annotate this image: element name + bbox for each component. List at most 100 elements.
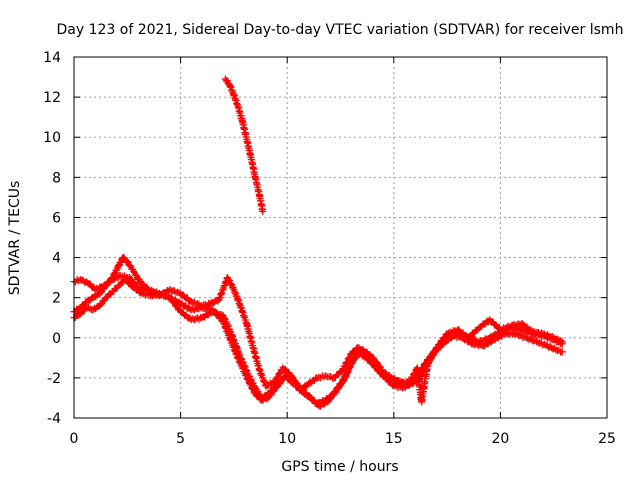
- data-point-trail: [231, 288, 244, 308]
- data-point-trail: [372, 358, 386, 374]
- data-point-trail: [256, 367, 269, 389]
- data-point-trail: [442, 333, 456, 344]
- y-tick-label: 8: [52, 170, 61, 186]
- data-point-trail: [451, 332, 464, 341]
- data-point-trail: [71, 311, 83, 321]
- data-point-trail: [363, 349, 377, 362]
- data-point-trail: [445, 327, 460, 337]
- data-point-trail: [519, 320, 535, 334]
- data-point-trail: [103, 290, 115, 301]
- data-point-trail: [524, 334, 539, 345]
- data-point-trail: [553, 346, 565, 356]
- data-layer: [70, 75, 566, 410]
- data-point-trail: [120, 254, 130, 265]
- data-point-trail: [331, 367, 345, 381]
- data-point-trail: [243, 321, 257, 350]
- data-point-trail: [425, 345, 440, 367]
- y-tick-label: 12: [43, 90, 61, 106]
- data-point-trail: [247, 156, 259, 180]
- data-point-trail: [210, 309, 226, 319]
- data-point-trail: [299, 389, 313, 400]
- data-point-trail: [263, 379, 277, 389]
- data-point-trail: [418, 362, 432, 405]
- data-point-trail: [477, 335, 492, 345]
- data-point-trail: [84, 304, 96, 314]
- data-point-trail: [246, 373, 258, 391]
- data-point-trail: [259, 391, 271, 402]
- data-point-trail: [131, 269, 143, 283]
- data-point-trail: [333, 376, 348, 392]
- data-point-trail: [224, 275, 237, 292]
- data-point: [130, 268, 138, 276]
- data-point-trail: [116, 255, 126, 268]
- data-point-trail: [178, 291, 194, 305]
- x-tick-label: 5: [176, 431, 185, 447]
- data-point-trail: [250, 345, 263, 373]
- x-axis-label: GPS time / hours: [281, 459, 398, 475]
- y-tick-label: -4: [47, 411, 61, 427]
- data-point-trail: [433, 330, 450, 351]
- y-tick-label: 0: [52, 331, 61, 347]
- grid: [74, 57, 607, 418]
- data-point: [443, 330, 451, 338]
- data-point: [339, 366, 347, 374]
- data-point: [259, 207, 267, 215]
- data-point-trail: [226, 328, 239, 348]
- data-point-trail: [167, 295, 184, 314]
- data-point-trail: [541, 330, 556, 341]
- data-point: [558, 348, 566, 356]
- data-point-trail: [342, 358, 357, 380]
- data-point-trail: [222, 77, 233, 88]
- data-point: [245, 372, 253, 380]
- data-point-trail: [466, 325, 482, 340]
- data-point-trail: [78, 276, 91, 287]
- data-point-trail: [545, 343, 558, 353]
- y-tick-label: 10: [43, 130, 61, 146]
- data-point: [558, 338, 566, 346]
- data-point-trail: [208, 296, 222, 307]
- data-point-trail: [93, 283, 106, 293]
- data-point-trail: [297, 381, 311, 392]
- data-point-trail: [256, 192, 266, 213]
- data-point: [209, 308, 217, 316]
- data-point-trail: [325, 387, 339, 405]
- data-point-trail: [168, 287, 183, 297]
- series-track-a: [70, 254, 566, 408]
- data-point-trail: [233, 343, 246, 364]
- chart-title: Day 123 of 2021, Sidereal Day-to-day VTE…: [57, 22, 624, 38]
- y-axis-label: SDTVAR / TECUs: [7, 181, 23, 296]
- data-point-trail: [243, 137, 255, 159]
- data-point-trail: [124, 258, 137, 274]
- data-point-trail: [110, 283, 121, 295]
- y-tick-label: 14: [43, 50, 61, 66]
- data-point-trail: [239, 119, 250, 141]
- x-tick-label: 25: [598, 431, 616, 447]
- y-tick-label: 6: [52, 210, 61, 226]
- data-point: [166, 286, 174, 294]
- data-point-trail: [252, 175, 263, 198]
- series-track-d: [221, 75, 267, 215]
- data-point-trail: [71, 305, 83, 315]
- data-point-trail: [406, 366, 420, 386]
- series-track-b: [70, 276, 566, 410]
- x-tick-label: 10: [278, 431, 296, 447]
- data-point-trail: [308, 396, 322, 409]
- x-tick-label: 0: [70, 431, 79, 447]
- data-point-trail: [339, 351, 354, 373]
- axes: 0 5 10 15 20 25 -4 -2 0 2 4 6 8 10 12 14: [43, 50, 616, 447]
- x-tick-label: 20: [491, 431, 509, 447]
- y-tick-label: 2: [52, 291, 61, 307]
- data-point: [533, 338, 541, 346]
- data-point-trail: [127, 275, 141, 290]
- data-point-trail: [97, 295, 109, 308]
- y-tick-label: -2: [47, 371, 61, 387]
- data-point-trail: [534, 339, 550, 349]
- data-point-trail: [265, 384, 279, 397]
- y-tick-label: 4: [52, 251, 61, 267]
- data-point-trail: [389, 374, 403, 385]
- data-point: [238, 358, 246, 366]
- data-point-trail: [237, 304, 250, 326]
- x-tick-label: 15: [385, 431, 403, 447]
- data-point-trail: [487, 318, 503, 332]
